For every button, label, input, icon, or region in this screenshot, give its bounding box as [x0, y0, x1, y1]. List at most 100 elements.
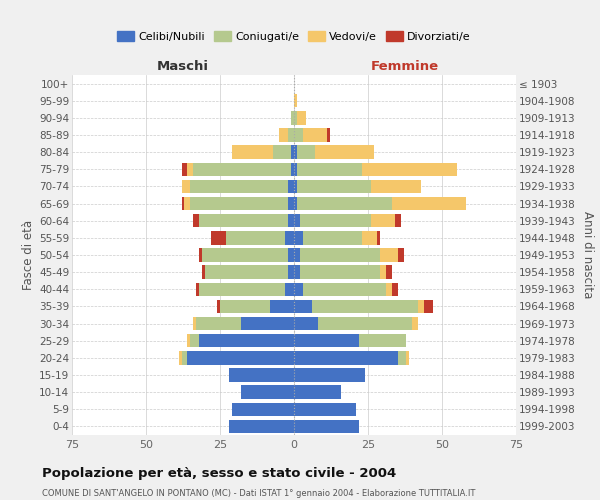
- Bar: [371, 180, 421, 193]
- Bar: [182, 162, 187, 176]
- Bar: [294, 351, 398, 364]
- Text: Maschi: Maschi: [157, 60, 209, 74]
- Bar: [193, 162, 291, 176]
- Bar: [182, 180, 190, 193]
- Bar: [300, 248, 380, 262]
- Bar: [424, 300, 433, 313]
- Bar: [184, 197, 190, 210]
- Bar: [285, 231, 294, 244]
- Bar: [294, 266, 300, 279]
- Text: COMUNE DI SANT'ANGELO IN PONTANO (MC) - Dati ISTAT 1° gennaio 2004 - Elaborazion: COMUNE DI SANT'ANGELO IN PONTANO (MC) - …: [42, 489, 475, 498]
- Bar: [288, 197, 294, 210]
- Bar: [182, 351, 187, 364]
- Bar: [406, 351, 409, 364]
- Bar: [196, 317, 241, 330]
- Bar: [294, 180, 297, 193]
- Bar: [199, 248, 202, 262]
- Bar: [380, 248, 398, 262]
- Bar: [398, 248, 404, 262]
- Bar: [190, 334, 199, 347]
- Bar: [271, 300, 294, 313]
- Bar: [294, 111, 297, 124]
- Bar: [182, 197, 184, 210]
- Bar: [377, 231, 380, 244]
- Bar: [294, 386, 341, 399]
- Bar: [326, 128, 329, 141]
- Bar: [190, 180, 288, 193]
- Bar: [199, 282, 285, 296]
- Bar: [205, 266, 288, 279]
- Bar: [199, 214, 288, 228]
- Bar: [291, 146, 294, 159]
- Bar: [193, 317, 196, 330]
- Bar: [217, 300, 220, 313]
- Bar: [190, 197, 288, 210]
- Bar: [288, 128, 294, 141]
- Bar: [187, 351, 294, 364]
- Bar: [294, 248, 300, 262]
- Bar: [241, 386, 294, 399]
- Bar: [297, 146, 315, 159]
- Bar: [291, 111, 294, 124]
- Bar: [193, 214, 199, 228]
- Bar: [294, 300, 312, 313]
- Bar: [297, 111, 306, 124]
- Bar: [187, 334, 190, 347]
- Bar: [294, 368, 365, 382]
- Text: Popolazione per età, sesso e stato civile - 2004: Popolazione per età, sesso e stato civil…: [42, 468, 396, 480]
- Bar: [241, 317, 294, 330]
- Bar: [288, 180, 294, 193]
- Bar: [294, 282, 303, 296]
- Bar: [279, 128, 288, 141]
- Bar: [300, 266, 380, 279]
- Bar: [232, 146, 273, 159]
- Bar: [412, 317, 418, 330]
- Bar: [294, 146, 297, 159]
- Bar: [202, 266, 205, 279]
- Bar: [315, 146, 374, 159]
- Y-axis label: Anni di nascita: Anni di nascita: [581, 212, 594, 298]
- Bar: [211, 231, 226, 244]
- Bar: [303, 231, 362, 244]
- Bar: [229, 420, 294, 433]
- Bar: [179, 351, 182, 364]
- Bar: [362, 162, 457, 176]
- Bar: [294, 128, 303, 141]
- Bar: [312, 300, 418, 313]
- Bar: [297, 162, 362, 176]
- Bar: [294, 334, 359, 347]
- Bar: [392, 197, 466, 210]
- Bar: [202, 248, 288, 262]
- Bar: [395, 214, 401, 228]
- Bar: [294, 231, 303, 244]
- Bar: [418, 300, 424, 313]
- Bar: [294, 214, 300, 228]
- Text: Femmine: Femmine: [371, 60, 439, 74]
- Bar: [285, 282, 294, 296]
- Bar: [371, 214, 395, 228]
- Bar: [317, 317, 412, 330]
- Bar: [294, 197, 297, 210]
- Bar: [226, 231, 285, 244]
- Bar: [297, 197, 392, 210]
- Bar: [300, 214, 371, 228]
- Bar: [232, 402, 294, 416]
- Bar: [288, 248, 294, 262]
- Bar: [386, 282, 392, 296]
- Bar: [362, 231, 377, 244]
- Bar: [220, 300, 271, 313]
- Bar: [303, 128, 326, 141]
- Bar: [199, 334, 294, 347]
- Bar: [187, 162, 193, 176]
- Bar: [294, 402, 356, 416]
- Bar: [398, 351, 406, 364]
- Legend: Celibi/Nubili, Coniugati/e, Vedovi/e, Divorziati/e: Celibi/Nubili, Coniugati/e, Vedovi/e, Di…: [113, 26, 475, 46]
- Bar: [303, 282, 386, 296]
- Bar: [294, 317, 317, 330]
- Bar: [297, 180, 371, 193]
- Bar: [294, 162, 297, 176]
- Bar: [196, 282, 199, 296]
- Bar: [288, 266, 294, 279]
- Bar: [359, 334, 406, 347]
- Bar: [291, 162, 294, 176]
